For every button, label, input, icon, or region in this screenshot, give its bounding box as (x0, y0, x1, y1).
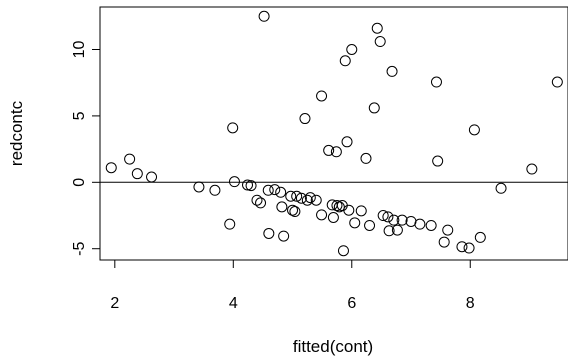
data-point (396, 214, 408, 226)
data-points (105, 10, 563, 257)
data-point (209, 184, 221, 196)
data-point (414, 218, 426, 230)
x-tick-label: 8 (466, 295, 475, 312)
data-point (295, 192, 307, 204)
data-point (278, 230, 290, 242)
data-point (360, 152, 372, 164)
data-point (355, 205, 367, 217)
data-point (258, 10, 270, 22)
data-point (343, 204, 355, 216)
data-point (383, 225, 395, 237)
data-point (551, 76, 563, 88)
data-point (287, 204, 299, 216)
y-tick-label: 5 (71, 111, 88, 120)
data-point (386, 65, 398, 77)
data-point (262, 184, 274, 196)
data-point (432, 155, 444, 167)
data-point (474, 231, 486, 243)
y-axis-label: redcontc (7, 100, 26, 166)
x-tick-label: 2 (110, 295, 119, 312)
data-point (251, 194, 263, 206)
y-tick-label: 10 (71, 40, 88, 58)
data-point (291, 190, 303, 202)
data-point (382, 211, 394, 223)
data-point (105, 162, 117, 174)
data-point (193, 181, 205, 193)
data-point (304, 192, 316, 204)
data-point (495, 182, 507, 194)
data-point (377, 210, 389, 222)
data-point (349, 217, 361, 229)
data-point (391, 224, 403, 236)
x-axis: 2 4 6 8 (110, 259, 475, 312)
data-point (255, 197, 267, 209)
data-point (425, 219, 437, 231)
data-point (245, 180, 257, 192)
data-point (124, 153, 136, 165)
data-point (299, 113, 311, 125)
data-point (289, 206, 301, 218)
data-point (316, 90, 328, 102)
data-point (227, 122, 239, 134)
y-tick-label: -5 (71, 242, 88, 256)
data-point (463, 242, 475, 254)
data-point (269, 184, 281, 196)
data-point (468, 124, 480, 136)
data-point (146, 171, 158, 183)
data-point (327, 212, 339, 224)
data-point (438, 236, 450, 248)
data-point (285, 190, 297, 202)
data-point (368, 102, 380, 114)
data-point (442, 224, 454, 236)
y-axis: -5 0 5 10 (71, 40, 101, 256)
data-point (276, 201, 288, 213)
data-point (263, 227, 275, 239)
data-point (456, 241, 468, 253)
data-point (224, 218, 236, 230)
data-point (339, 55, 351, 67)
data-point (371, 22, 383, 34)
data-point (374, 36, 386, 48)
y-tick-label: 0 (71, 178, 88, 187)
x-axis-label: fitted(cont) (293, 337, 373, 356)
data-point (346, 43, 358, 55)
data-point (337, 245, 349, 257)
data-point (301, 194, 313, 206)
x-tick-label: 4 (229, 295, 238, 312)
x-tick-label: 6 (347, 295, 356, 312)
data-point (331, 200, 343, 212)
data-point (341, 136, 353, 148)
data-point (228, 176, 240, 188)
data-point (310, 194, 322, 206)
data-point (316, 209, 328, 221)
data-point (275, 186, 287, 198)
data-point (430, 76, 442, 88)
data-point (131, 168, 143, 180)
data-point (242, 179, 254, 191)
data-point (526, 163, 538, 175)
data-point (323, 144, 335, 156)
data-point (388, 214, 400, 226)
data-point (330, 146, 342, 158)
data-point (364, 219, 376, 231)
